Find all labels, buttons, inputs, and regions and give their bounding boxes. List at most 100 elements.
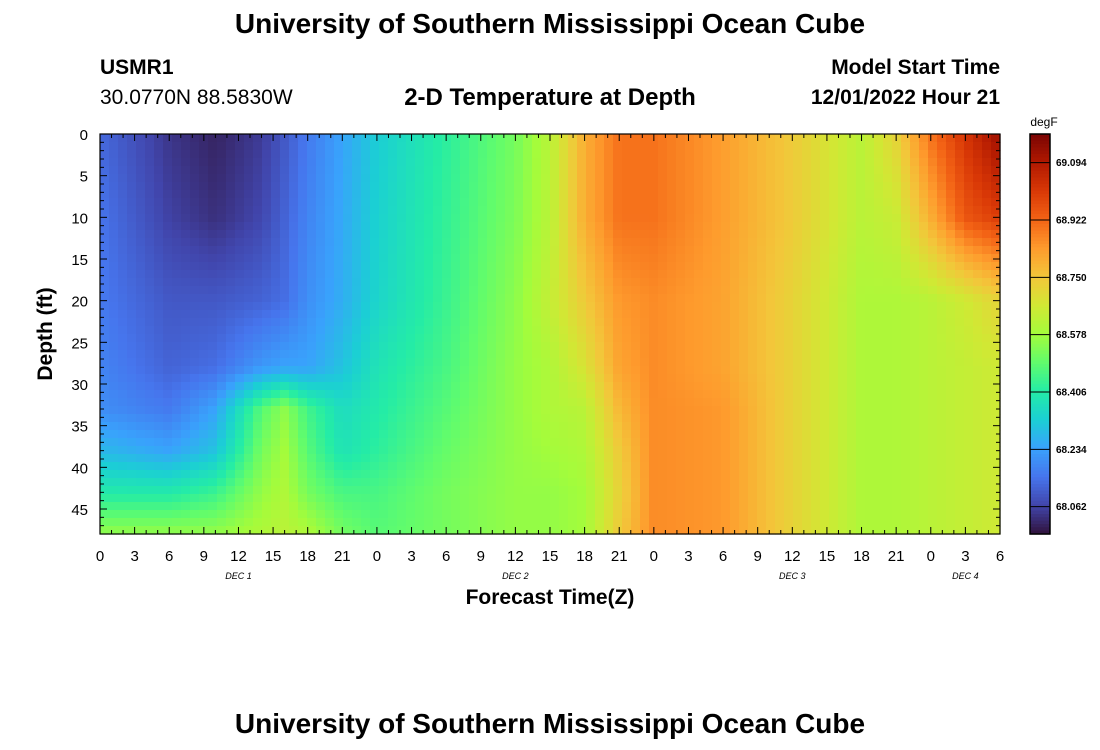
heatmap-cell [910,438,920,447]
heatmap-cell [262,502,272,511]
heatmap-cell [271,502,281,511]
heatmap-cell [397,142,407,151]
heatmap-cell [415,326,425,335]
heatmap-cell [676,398,686,407]
heatmap-cell [550,326,560,335]
heatmap-cell [181,182,191,191]
heatmap-cell [595,294,605,303]
heatmap-cell [127,150,137,159]
heatmap-cell [793,502,803,511]
heatmap-cell [262,526,272,535]
heatmap-cell [163,318,173,327]
heatmap-cell [514,198,524,207]
heatmap-cell [865,270,875,279]
heatmap-cell [802,366,812,375]
heatmap-cell [433,438,443,447]
heatmap-cell [649,358,659,367]
heatmap-cell [460,526,470,535]
heatmap-cell [784,238,794,247]
heatmap-cell [199,254,209,263]
heatmap-cell [388,470,398,479]
heatmap-cell [919,350,929,359]
heatmap-cell [640,158,650,167]
heatmap-cell [253,334,263,343]
heatmap-cell [901,206,911,215]
heatmap-cell [154,302,164,311]
heatmap-cell [874,278,884,287]
heatmap-cell [289,246,299,255]
heatmap-cell [973,318,983,327]
heatmap-cell [298,414,308,423]
heatmap-cell [928,198,938,207]
heatmap-cell [775,310,785,319]
heatmap-cell [622,158,632,167]
heatmap-cell [649,318,659,327]
heatmap-cell [469,350,479,359]
heatmap-cell [154,158,164,167]
heatmap-cell [433,230,443,239]
heatmap-cell [190,222,200,231]
heatmap-cell [946,358,956,367]
heatmap-cell [613,278,623,287]
heatmap-cell [460,422,470,431]
heatmap-cell [487,510,497,519]
heatmap-cell [784,190,794,199]
heatmap-cell [982,510,992,519]
heatmap-cell [901,198,911,207]
heatmap-cell [190,382,200,391]
heatmap-cell [451,182,461,191]
heatmap-cell [883,294,893,303]
heatmap-cell [415,334,425,343]
heatmap-cell [802,150,812,159]
heatmap-cell [649,238,659,247]
heatmap-cell [901,326,911,335]
heatmap-cell [919,254,929,263]
heatmap-cell [640,278,650,287]
heatmap-cell [991,430,1001,439]
heatmap-cell [145,206,155,215]
heatmap-cell [883,374,893,383]
heatmap-cell [955,494,965,503]
heatmap-cell [253,302,263,311]
heatmap-cell [352,478,362,487]
heatmap-cell [424,134,434,143]
heatmap-cell [505,190,515,199]
heatmap-cell [253,230,263,239]
heatmap-cell [334,246,344,255]
heatmap-cell [100,294,110,303]
heatmap-cell [100,302,110,311]
heatmap-cell [163,142,173,151]
heatmap-cell [793,374,803,383]
heatmap-cell [532,318,542,327]
heatmap-cell [496,310,506,319]
heatmap-cell [991,470,1001,479]
heatmap-cell [226,406,236,415]
heatmap-cell [937,486,947,495]
heatmap-cell [118,438,128,447]
heatmap-cell [316,374,326,383]
heatmap-cell [262,406,272,415]
heatmap-cell [532,502,542,511]
heatmap-cell [739,422,749,431]
heatmap-cell [685,422,695,431]
heatmap-cell [343,198,353,207]
heatmap-cell [595,262,605,271]
heatmap-cell [946,278,956,287]
heatmap-cell [199,278,209,287]
heatmap-cell [946,422,956,431]
heatmap-cell [748,350,758,359]
heatmap-cell [208,358,218,367]
heatmap-cell [829,150,839,159]
heatmap-cell [631,206,641,215]
heatmap-cell [451,518,461,527]
heatmap-cell [253,398,263,407]
heatmap-cell [226,286,236,295]
heatmap-cell [532,158,542,167]
heatmap-cell [838,470,848,479]
heatmap-cell [811,518,821,527]
heatmap-cell [631,270,641,279]
heatmap-cell [928,142,938,151]
heatmap-cell [559,502,569,511]
heatmap-cell [820,318,830,327]
heatmap-cell [874,286,884,295]
